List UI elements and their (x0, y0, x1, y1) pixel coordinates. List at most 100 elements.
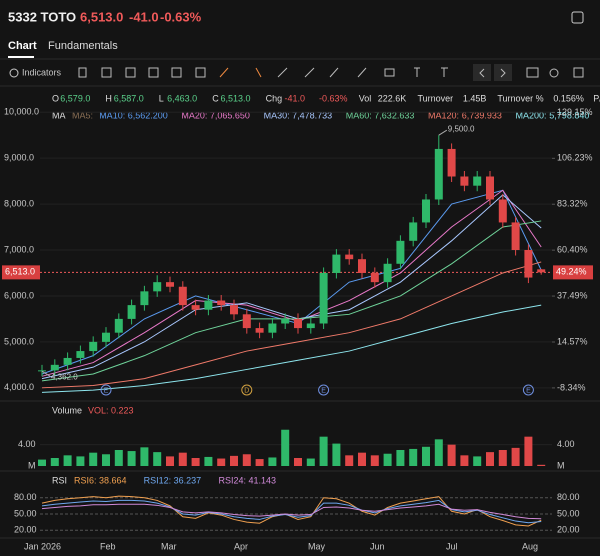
x-tick-label: May (308, 541, 326, 551)
candle-body (281, 318, 290, 324)
volume-bar (434, 439, 443, 466)
info-label: H (105, 93, 112, 103)
y-tick-label: 4,000.0 (4, 382, 34, 392)
volume-unit: M (557, 460, 565, 470)
volume-bar (447, 444, 456, 466)
info-label: Vol (359, 93, 372, 103)
x-tick-label: Feb (100, 541, 116, 551)
ma-value: 6,739.933 (462, 110, 502, 120)
ma-name: MA10: (99, 110, 125, 120)
volume-bar (473, 456, 482, 466)
tab-fundamentals[interactable]: Fundamentals (48, 40, 118, 52)
info-value: -41.0 (285, 93, 306, 103)
volume-bar (537, 464, 546, 466)
volume-bar (230, 455, 238, 466)
y2-tick-label: -8.34% (557, 382, 586, 392)
x-tick-label: Jun (370, 541, 385, 551)
last-price-box (2, 265, 40, 280)
indicators-icon[interactable] (9, 68, 19, 78)
y2-tick-label: 14.57% (557, 336, 588, 346)
info-value: -0.63% (319, 93, 348, 103)
candle-body (255, 328, 264, 333)
info-value: 6,579.0 (60, 93, 90, 103)
volume-bar (191, 458, 200, 466)
rsi-tick-label: 80.00 (14, 492, 37, 502)
volume-bar (63, 455, 72, 466)
volume-bar (268, 457, 277, 466)
event-marker (318, 384, 330, 396)
volume-bar (511, 447, 520, 466)
indicators-button[interactable]: Indicators (22, 67, 62, 77)
ma-value: 6,562.200 (128, 110, 168, 120)
low-annotation: 4,362.0 (51, 372, 78, 381)
volume-bar (383, 453, 392, 466)
candle-body (345, 254, 354, 260)
volume-bar (460, 455, 469, 466)
rsi-line (41, 495, 542, 527)
volume-bar (486, 452, 494, 466)
ma-name: MA5: (72, 110, 93, 120)
candle-body (447, 148, 456, 177)
volume-bar (409, 448, 418, 466)
annotation-leader (438, 129, 448, 136)
rsi-line (41, 499, 542, 524)
x-tick-label: Mar (161, 541, 177, 551)
tab-chart[interactable]: Chart (8, 40, 37, 52)
volume-label: VOL: 0.223 (88, 405, 134, 415)
ma-value: 5,798.840 (549, 110, 589, 120)
volume-bar (396, 450, 405, 466)
info-value: 6,513.0 (221, 93, 251, 103)
candle-body (242, 314, 251, 329)
info-label: Turnover (418, 93, 454, 103)
ma-title: MA (52, 110, 66, 120)
last-pct-label: 49.24% (556, 267, 587, 277)
info-value: 6,587.0 (114, 93, 144, 103)
candle-body (460, 176, 469, 186)
candle-body (191, 305, 200, 310)
candle-body (63, 357, 72, 365)
rsi-tick-label: 50.00 (557, 508, 580, 518)
volume-bar (306, 458, 315, 466)
candle-body (217, 300, 226, 306)
y-tick-label: 7,000.0 (4, 244, 34, 254)
volume-bar (204, 456, 213, 466)
rsi-legend: RSI24: 41.143 (219, 475, 277, 485)
rsi-legend: RSI6: 38.664 (74, 475, 127, 485)
y2-tick-label: 60.40% (557, 245, 588, 255)
rsi-line (41, 503, 542, 520)
rsi-tick-label: 20.00 (557, 525, 580, 535)
candle-body (204, 300, 213, 310)
volume-unit: M (28, 460, 36, 470)
volume-bar (50, 458, 59, 466)
volume-bar (217, 458, 226, 466)
volume-bar (319, 436, 328, 466)
event-marker (241, 384, 253, 396)
volume-title: Volume (52, 405, 82, 415)
event-label: E (104, 387, 109, 394)
candle-body (511, 222, 520, 250)
rsi-tick-label: 80.00 (557, 492, 580, 502)
ma-value: 7,632.633 (374, 110, 414, 120)
expand-icon[interactable] (571, 11, 584, 24)
info-label: Chg (266, 93, 283, 103)
x-tick-label: Jan 2026 (24, 541, 61, 551)
event-label: D (244, 387, 249, 394)
volume-tick-label: 4.00 (557, 439, 575, 449)
info-value: 1.45B (463, 93, 487, 103)
symbol: 5332 TOTO (8, 9, 76, 24)
candle-body (38, 370, 46, 372)
volume-bar (89, 452, 98, 466)
rsi-tick-label: 50.00 (14, 508, 37, 518)
volume-bar (281, 429, 290, 466)
candle-body (524, 250, 533, 278)
ma-value: 7,065.650 (210, 110, 250, 120)
volume-bar (358, 452, 366, 466)
event-marker (522, 384, 534, 396)
candle-body (89, 341, 98, 352)
ma-name: MA60: (346, 110, 372, 120)
toolbar-icons[interactable] (78, 64, 584, 81)
change-pct: -0.63% (160, 9, 202, 24)
info-value: 0.156% (553, 93, 584, 103)
